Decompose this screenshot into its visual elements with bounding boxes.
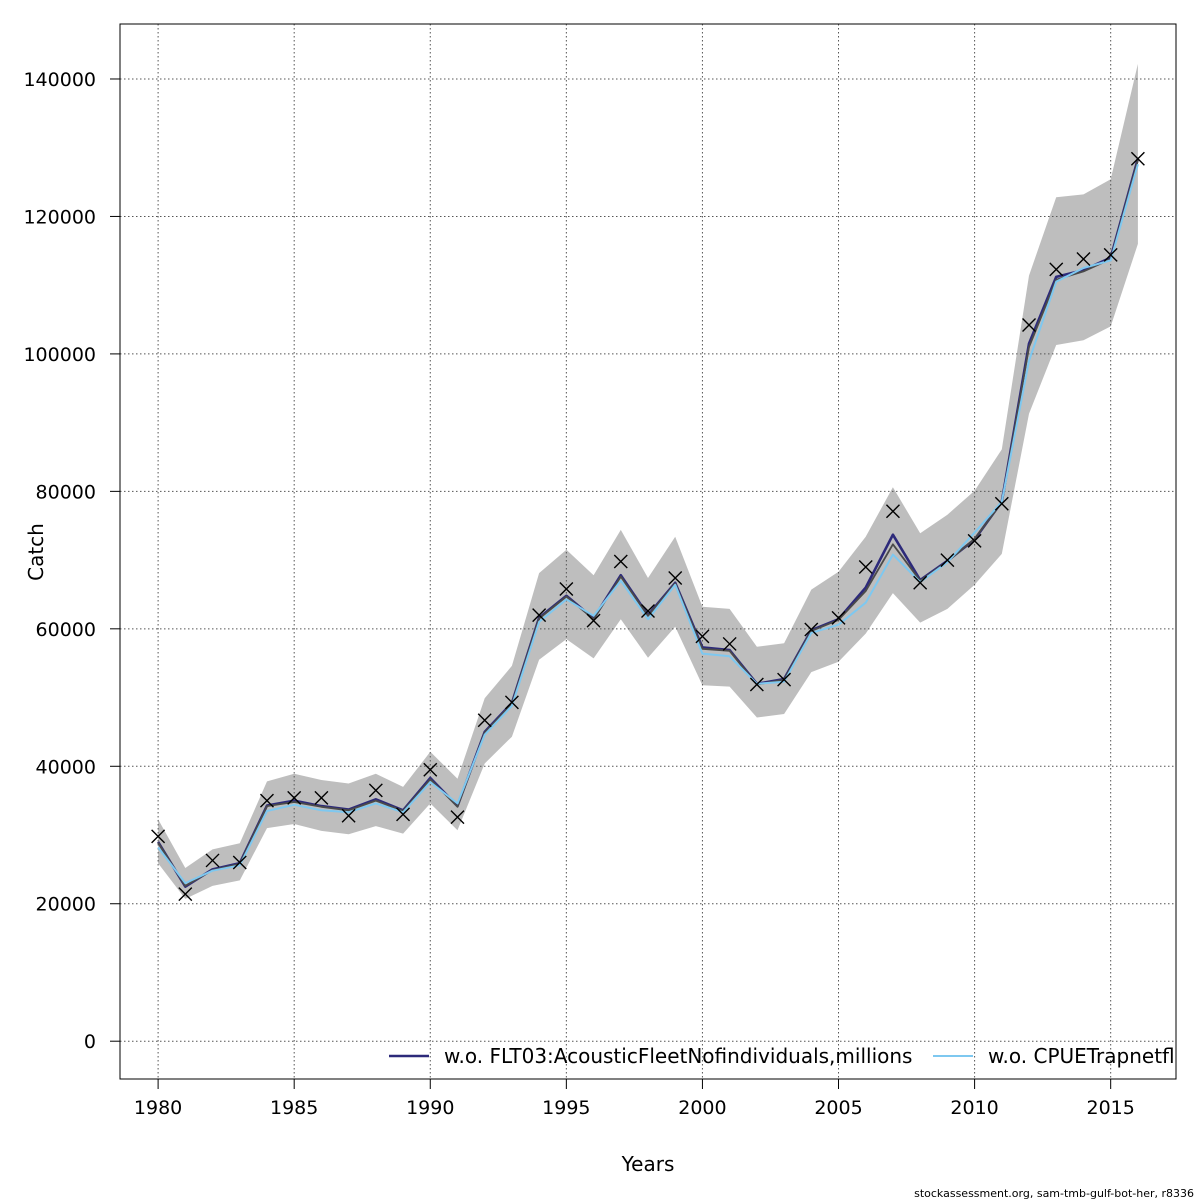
observed-point: [1103, 247, 1118, 262]
y-tick-label: 140000: [23, 69, 96, 91]
observed-point: [178, 887, 193, 902]
y-tick-label: 120000: [23, 206, 96, 228]
observed-point: [1022, 318, 1037, 333]
observed-point: [994, 496, 1009, 511]
observed-point: [314, 790, 329, 805]
observed-point: [777, 672, 792, 687]
series-line-2: [157, 163, 1139, 885]
grid-layer: [120, 24, 1176, 1079]
observed-point: [559, 581, 574, 596]
x-tick-label: 1985: [270, 1097, 318, 1119]
observed-point: [967, 533, 982, 548]
x-tick-label: 2005: [814, 1097, 862, 1119]
x-tick-label: 2010: [950, 1097, 998, 1119]
axes-layer: 1980 1985 1990 1995 2000 2005 2010 2015 0 20000 40…: [23, 69, 1134, 1119]
legend: w.o. FLT03:AcousticFleetNofindividuals,m…: [389, 1044, 1187, 1068]
x-tick-label: 1990: [406, 1097, 454, 1119]
observed-point: [477, 713, 492, 728]
x-axis-title: Years: [621, 1152, 675, 1176]
observed-point: [695, 629, 710, 644]
observed-point: [423, 762, 438, 777]
credit-text: stockassessment.org, sam-tmb-gulf-bot-he…: [914, 1187, 1194, 1200]
observed-point: [641, 603, 655, 618]
confidence-band: [158, 63, 1138, 899]
observed-point: [450, 810, 465, 825]
observed-point: [287, 790, 302, 805]
legend-label-cpue: w.o. CPUETrapnetfle: [988, 1044, 1187, 1068]
y-tick-label: 80000: [36, 481, 96, 503]
x-tick-label: 1995: [542, 1097, 590, 1119]
observed-point: [831, 610, 846, 625]
legend-label-flt03: w.o. FLT03:AcousticFleetNofindividuals,m…: [444, 1044, 912, 1068]
plot-frame: [119, 23, 1177, 1080]
observed-point: [749, 677, 764, 692]
series-line-1: [157, 159, 1139, 887]
observed-point: [940, 553, 955, 568]
observed-point: [341, 808, 356, 823]
observed-point: [586, 613, 601, 628]
observed-point: [1049, 262, 1064, 277]
observed-point: [804, 622, 819, 637]
confidence-band-layer: [158, 63, 1138, 899]
observed-points-layer: [151, 151, 1145, 902]
observed-point: [396, 807, 411, 822]
y-tick-label: 40000: [36, 756, 96, 778]
y-tick-label: 60000: [36, 619, 96, 641]
observed-point: [151, 829, 166, 844]
observed-point: [668, 570, 683, 585]
observed-point: [368, 783, 383, 798]
observed-point: [1076, 252, 1091, 267]
y-tick-label: 0: [84, 1031, 96, 1053]
observed-point: [885, 504, 900, 519]
observed-point: [1130, 151, 1145, 166]
y-tick-label: 100000: [23, 344, 96, 366]
observed-point: [504, 695, 519, 710]
y-axis-title: Catch: [24, 523, 48, 581]
observed-point: [232, 855, 247, 870]
observed-point: [913, 575, 928, 590]
x-tick-label: 2000: [678, 1097, 726, 1119]
x-tick-label: 1980: [134, 1097, 182, 1119]
observed-point: [532, 608, 547, 623]
observed-point: [722, 636, 737, 651]
observed-point: [205, 853, 220, 868]
observed-point: [858, 559, 873, 574]
x-tick-label: 2015: [1087, 1097, 1135, 1119]
observed-point: [613, 554, 628, 569]
observed-point: [259, 793, 274, 808]
series-lines-layer: [156, 158, 1140, 888]
y-tick-label: 20000: [36, 894, 96, 916]
